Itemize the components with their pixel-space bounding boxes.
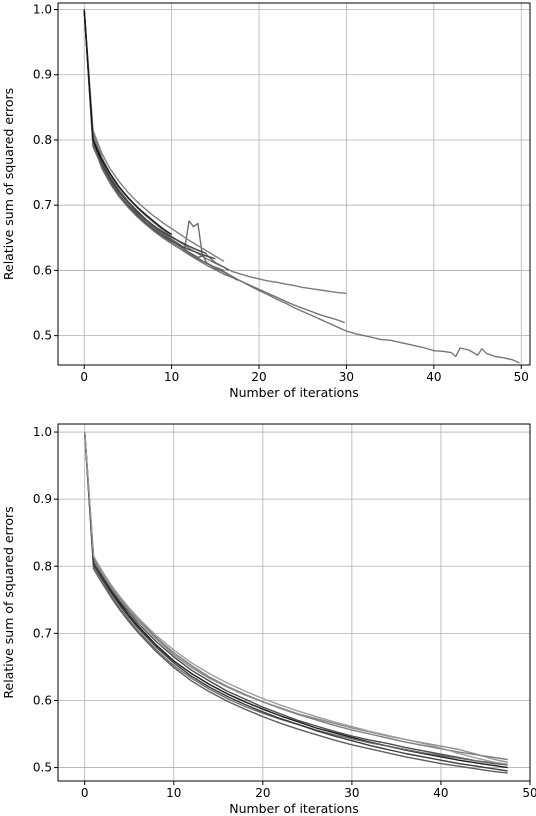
x-tick-label: 10 <box>164 370 179 384</box>
series-line-3 <box>84 432 508 765</box>
x-tick-label: 0 <box>80 370 88 384</box>
y-tick-label: 0.8 <box>33 559 52 573</box>
x-axis-label: Number of iterations <box>229 801 359 816</box>
x-tick-label: 40 <box>433 786 448 800</box>
series-line-2 <box>83 9 345 324</box>
x-tick-label: 50 <box>514 370 529 384</box>
series-line-8 <box>83 9 207 255</box>
series-line-1 <box>84 432 508 769</box>
series-line-9 <box>83 9 225 272</box>
y-tick-label: 0.8 <box>33 133 52 147</box>
y-tick-label: 0.7 <box>33 198 52 212</box>
x-tick-label: 10 <box>166 786 181 800</box>
y-tick-label: 0.6 <box>33 263 52 277</box>
y-tick-label: 1.0 <box>33 3 52 17</box>
series-line-4 <box>83 9 238 281</box>
y-tick-label: 0.5 <box>33 329 52 343</box>
x-tick-label: 0 <box>81 786 89 800</box>
x-tick-label: 50 <box>522 786 536 800</box>
y-axis-label: Relative sum of squared errors <box>1 88 16 280</box>
series-line-10 <box>83 9 172 236</box>
x-tick-label: 40 <box>426 370 441 384</box>
series-line-6 <box>83 9 216 260</box>
y-tick-label: 0.9 <box>33 492 52 506</box>
series-line-2 <box>84 432 508 766</box>
y-tick-label: 0.5 <box>33 761 52 775</box>
series-line-5 <box>84 432 508 774</box>
plot-frame <box>57 2 531 366</box>
y-tick-label: 0.7 <box>33 626 52 640</box>
x-axis-label: Number of iterations <box>229 385 359 400</box>
chart-1: 0 10 20 30 40 50 0.5 0.6 0.7 0.8 0.9 1.0 Number of i… <box>1 2 531 400</box>
x-tick-label: 20 <box>251 370 266 384</box>
series-line-7 <box>83 9 225 262</box>
series-line-3 <box>83 9 347 294</box>
x-tick-label: 30 <box>339 370 354 384</box>
x-tick-label: 20 <box>255 786 270 800</box>
y-tick-label: 0.9 <box>33 68 52 82</box>
series-line-7 <box>84 432 508 772</box>
y-tick-label: 0.6 <box>33 693 52 707</box>
chart-2: 0 10 20 30 40 50 0.5 0.6 0.7 0.8 0.9 1.0 Number of i… <box>1 423 536 816</box>
y-axis-label: Relative sum of squared errors <box>1 506 16 698</box>
series-line-6 <box>84 432 508 763</box>
x-tick-label: 30 <box>344 786 359 800</box>
y-tick-label: 1.0 <box>33 425 52 439</box>
series-line-8 <box>84 432 508 765</box>
plot-frame <box>57 423 531 782</box>
series-line-1 <box>83 9 520 364</box>
